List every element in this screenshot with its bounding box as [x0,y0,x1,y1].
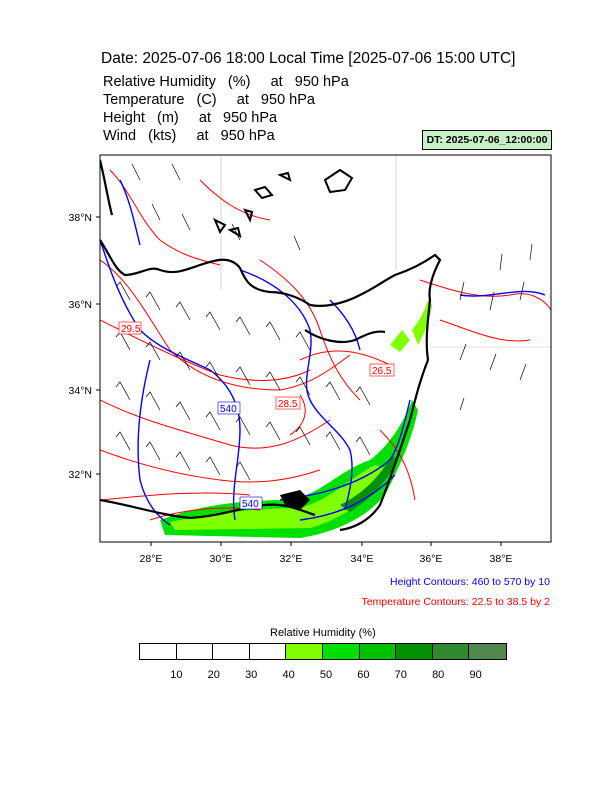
map-frame [99,154,552,543]
variable-rh: Relative Humidity (%) at 950 hPa [103,74,349,90]
axis-ticks [96,216,502,546]
temp-label: 29.5 [121,324,141,335]
coastline [100,159,442,532]
colorbar-label: 50 [319,669,333,681]
colorbar-label: 60 [357,669,370,681]
temp-label: 28.5 [278,399,298,410]
colorbar-cell [396,644,433,659]
variable-wind: Wind (kts) at 950 hPa [103,128,275,144]
colorbar-cell [322,644,360,659]
lat-label-38: 38°N [69,212,92,224]
lon-label-34: 34°E [351,553,374,565]
colorbar-cell [432,644,470,659]
height-label: 540 [220,404,237,415]
height-contours-note: Height Contours: 460 to 570 by 10 [390,576,550,588]
page-title: Date: 2025-07-06 18:00 Local Time [2025-… [101,50,516,67]
lon-label-32: 32°E [280,553,303,565]
colorbar [139,643,507,660]
variable-height: Height (m) at 950 hPa [103,110,278,126]
colorbar-label: 30 [245,669,258,681]
lon-label-38: 38°E [490,553,513,565]
height-contours [100,179,546,526]
temperature-contours-note: Temperature Contours: 22.5 to 38.5 by 2 [361,596,550,608]
variable-temp: Temperature (C) at 950 hPa [103,92,315,108]
lon-label-36: 36°E [420,553,443,565]
lon-label-28: 28°E [140,553,163,565]
height-label: 540 [242,499,259,510]
colorbar-label: 10 [170,669,183,681]
temp-label: 26.5 [372,366,392,377]
wind-barbs [115,163,533,481]
rh-shading-coast [412,300,432,345]
colorbar-cell [359,644,397,659]
colorbar-cell [213,644,250,659]
rh-shading-dark [340,455,398,512]
colorbar-label: 40 [282,669,295,681]
colorbar-label: 20 [207,669,220,681]
colorbar-cell [176,644,214,659]
colorbar-cell [249,644,287,659]
colorbar-cell [286,644,323,659]
lat-labels: 38°N 36°N 34°N 32°N [69,212,92,481]
colorbar-label: 90 [469,669,482,681]
colorbar-title: Relative Humidity (%) [270,627,376,639]
contour-labels: 540 540 29.5 28.5 26.5 [118,321,395,510]
colorbar-cell [140,644,177,659]
colorbar-cell [469,644,506,659]
land-blob [280,490,310,510]
lon-label-30: 30°E [210,553,233,565]
lat-label-36: 36°N [69,299,92,311]
islands [213,168,354,239]
lon-labels: 28°E 30°E 32°E 34°E 36°E 38°E [140,553,513,565]
colorbar-label: 80 [432,669,445,681]
temperature-contours [100,169,551,521]
variables-list: Relative Humidity (%) at 950 hPa Tempera… [103,73,349,145]
rh-shading-north [390,330,410,352]
colorbar-label: 70 [394,669,407,681]
lat-label-32: 32°N [69,469,92,481]
dt-badge: DT: 2025-07-06_12:00:00 [422,130,552,150]
lat-label-34: 34°N [69,385,92,397]
